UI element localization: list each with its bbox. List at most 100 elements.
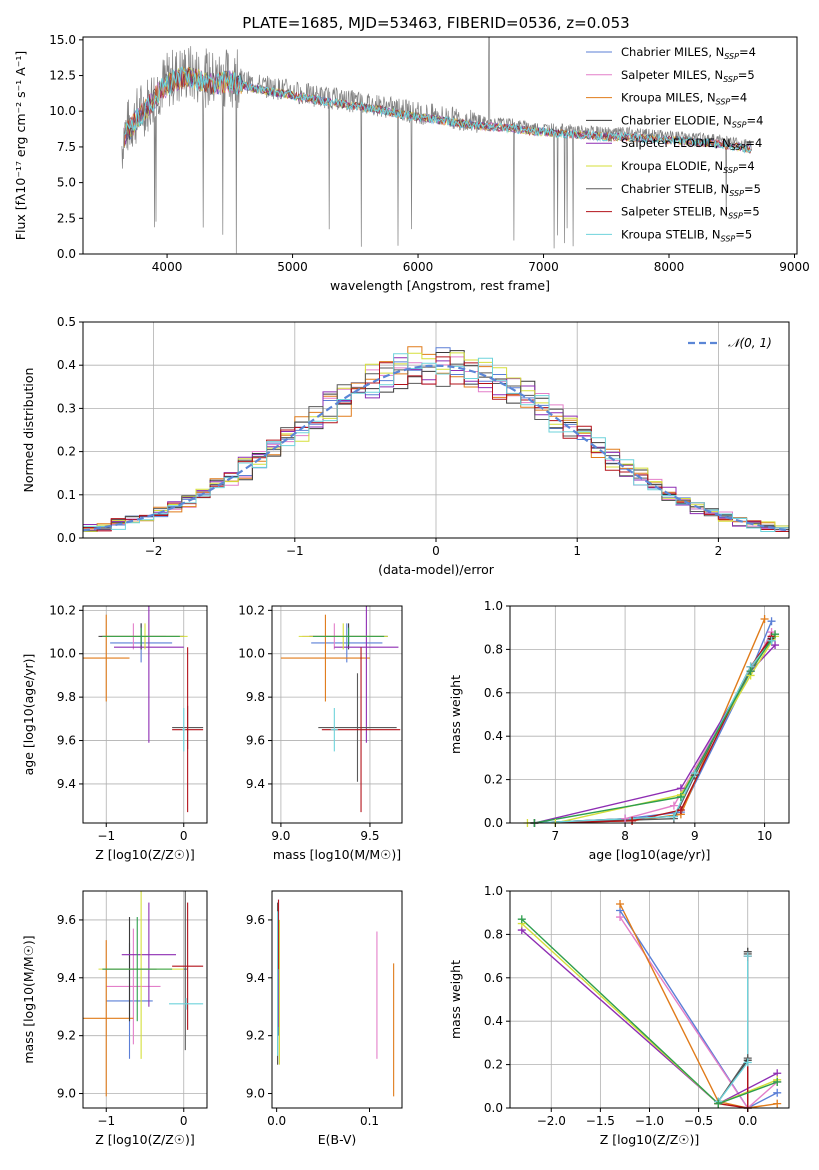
y-axis-label: mass weight <box>448 960 463 1039</box>
x-tick-label: 0.1 <box>360 1114 379 1128</box>
legend-label-sub: SSP <box>728 212 743 221</box>
weight-marker <box>760 615 769 624</box>
axes-frame <box>82 36 798 255</box>
legend-label-main: Kroupa STELIB, N <box>621 227 721 241</box>
legend-label-main: Kroupa ELODIE, N <box>621 159 723 173</box>
y-tick-label: 9.6 <box>246 913 265 927</box>
legend-label-main: Chabrier STELIB, N <box>621 182 729 196</box>
legend-label-sub: SSP <box>716 98 731 107</box>
y-tick-label: 0.2 <box>484 773 503 787</box>
y-tick-label: 9.2 <box>246 1029 265 1043</box>
weight-marker <box>767 617 776 626</box>
normal-curve <box>83 364 789 532</box>
y-tick-label: 9.6 <box>57 734 76 748</box>
y-tick-label: 1.0 <box>484 884 503 898</box>
legend-label: Kroupa ELODIE, NSSP=4 <box>621 159 755 175</box>
errorbar-point <box>312 627 385 646</box>
x-tick-label: 1 <box>573 544 581 558</box>
errorbar-point <box>182 707 186 752</box>
x-tick-label: −1.5 <box>586 1114 615 1128</box>
errorbar-point <box>334 606 399 743</box>
x-tick-label: 4000 <box>152 260 183 274</box>
x-axis-label: Z [log10(Z/Z☉)] <box>600 1132 700 1147</box>
y-tick-label: 0.0 <box>57 247 76 261</box>
x-tick-label: 9000 <box>779 260 810 274</box>
errorbar-point <box>102 917 173 1022</box>
weight-marker <box>771 630 780 639</box>
weight-marker <box>676 792 685 801</box>
y-tick-label: 9.6 <box>246 734 265 748</box>
y-axis-label: Normed distribution <box>21 368 36 493</box>
weight-line <box>534 640 773 823</box>
legend-label-sub: SSP <box>724 52 739 61</box>
panel-age-vs-Z: −1 0 9.4 9.6 9.8 10.0 10.2 Z [log10(Z/Z☉)] age [… <box>21 603 208 862</box>
legend-label: Kroupa STELIB, NSSP=5 <box>621 227 752 243</box>
plot-area <box>83 606 204 813</box>
y-axis-label: mass [log10(M/M☉)] <box>21 935 36 1063</box>
y-tick-label: 9.4 <box>246 971 265 985</box>
weight-marker <box>669 801 678 810</box>
legend-label: Chabrier MILES, NSSP=4 <box>621 45 756 61</box>
y-tick-label: 5.0 <box>57 176 76 190</box>
legend-label: 𝒩(0, 1) <box>728 336 772 350</box>
y-tick-label: 0.5 <box>57 315 76 329</box>
errorbar-point <box>330 707 338 752</box>
y-tick-label: 9.2 <box>57 1029 76 1043</box>
x-tick-label: −2 <box>145 544 163 558</box>
axes-frame <box>271 605 403 824</box>
panel-age-vs-mass: 9.0 9.5 9.4 9.6 9.8 10.0 10.2 mass [log10(M/M☉)… <box>238 603 403 862</box>
legend-label-tail: =4 <box>730 91 747 105</box>
plot-area <box>83 891 204 1097</box>
plot-area <box>121 37 753 254</box>
y-tick-label: 9.4 <box>246 777 265 791</box>
x-tick-label: −1 <box>286 544 304 558</box>
weight-marker <box>771 641 780 650</box>
errorbar-point <box>102 627 180 646</box>
residual-histogram <box>83 356 789 532</box>
x-axis-label: wavelength [Angstrom, rest frame] <box>330 278 550 293</box>
weight-line <box>534 640 773 823</box>
weight-marker <box>743 1058 752 1067</box>
x-tick-label: −1.0 <box>635 1114 664 1128</box>
x-tick-label: 0.0 <box>738 1114 757 1128</box>
panel-mass-vs-Z: −1 0 9.0 9.2 9.4 9.6 Z [log10(Z/Z☉)] mass [log1… <box>21 890 208 1147</box>
x-tick-label: 0.0 <box>267 1114 286 1128</box>
weight-line <box>534 620 773 823</box>
legend-label-tail: =4 <box>738 159 755 173</box>
y-tick-label: 1.0 <box>484 599 503 613</box>
legend-label-tail: =5 <box>744 182 761 196</box>
legend-label: Kroupa MILES, NSSP=4 <box>621 91 747 107</box>
x-tick-label: −1 <box>97 1114 115 1128</box>
figure-title: PLATE=1685, MJD=53463, FIBERID=0536, z=0… <box>242 14 629 32</box>
x-tick-label: 0 <box>180 1114 188 1128</box>
y-tick-label: 9.0 <box>57 1087 76 1101</box>
legend-label-main: Chabrier ELODIE, N <box>621 113 732 127</box>
y-tick-label: 10.0 <box>49 104 76 118</box>
legend-label-main: Salpeter MILES, N <box>621 68 723 82</box>
weight-line <box>534 644 776 823</box>
legend-label: Chabrier ELODIE, NSSP=4 <box>621 113 763 129</box>
legend-label-tail: =4 <box>745 136 762 150</box>
x-tick-label: 9.0 <box>271 829 290 843</box>
y-tick-label: 10.0 <box>238 647 265 661</box>
x-tick-label: 7000 <box>528 260 559 274</box>
y-tick-label: 12.5 <box>49 69 76 83</box>
y-tick-label: 0.8 <box>484 642 503 656</box>
axes-frame <box>271 890 403 1109</box>
errorbar-point <box>83 614 130 702</box>
weight-line <box>619 916 778 1108</box>
y-tick-label: 9.8 <box>246 690 265 704</box>
legend-label-tail: =4 <box>739 45 756 59</box>
legend-label: Salpeter ELODIE, NSSP=4 <box>621 136 762 152</box>
y-tick-label: 10.2 <box>238 603 265 617</box>
x-tick-label: −0.5 <box>684 1114 713 1128</box>
residual-histogram <box>83 353 789 532</box>
observed-spectrum <box>121 37 753 254</box>
y-tick-label: 0.0 <box>57 531 76 545</box>
legend-label-tail: =5 <box>743 205 760 219</box>
weight-marker <box>517 915 526 924</box>
weight-marker <box>743 952 752 961</box>
weight-marker <box>773 1088 782 1097</box>
plot-area <box>277 899 395 1097</box>
errorbar-point <box>106 928 161 1045</box>
